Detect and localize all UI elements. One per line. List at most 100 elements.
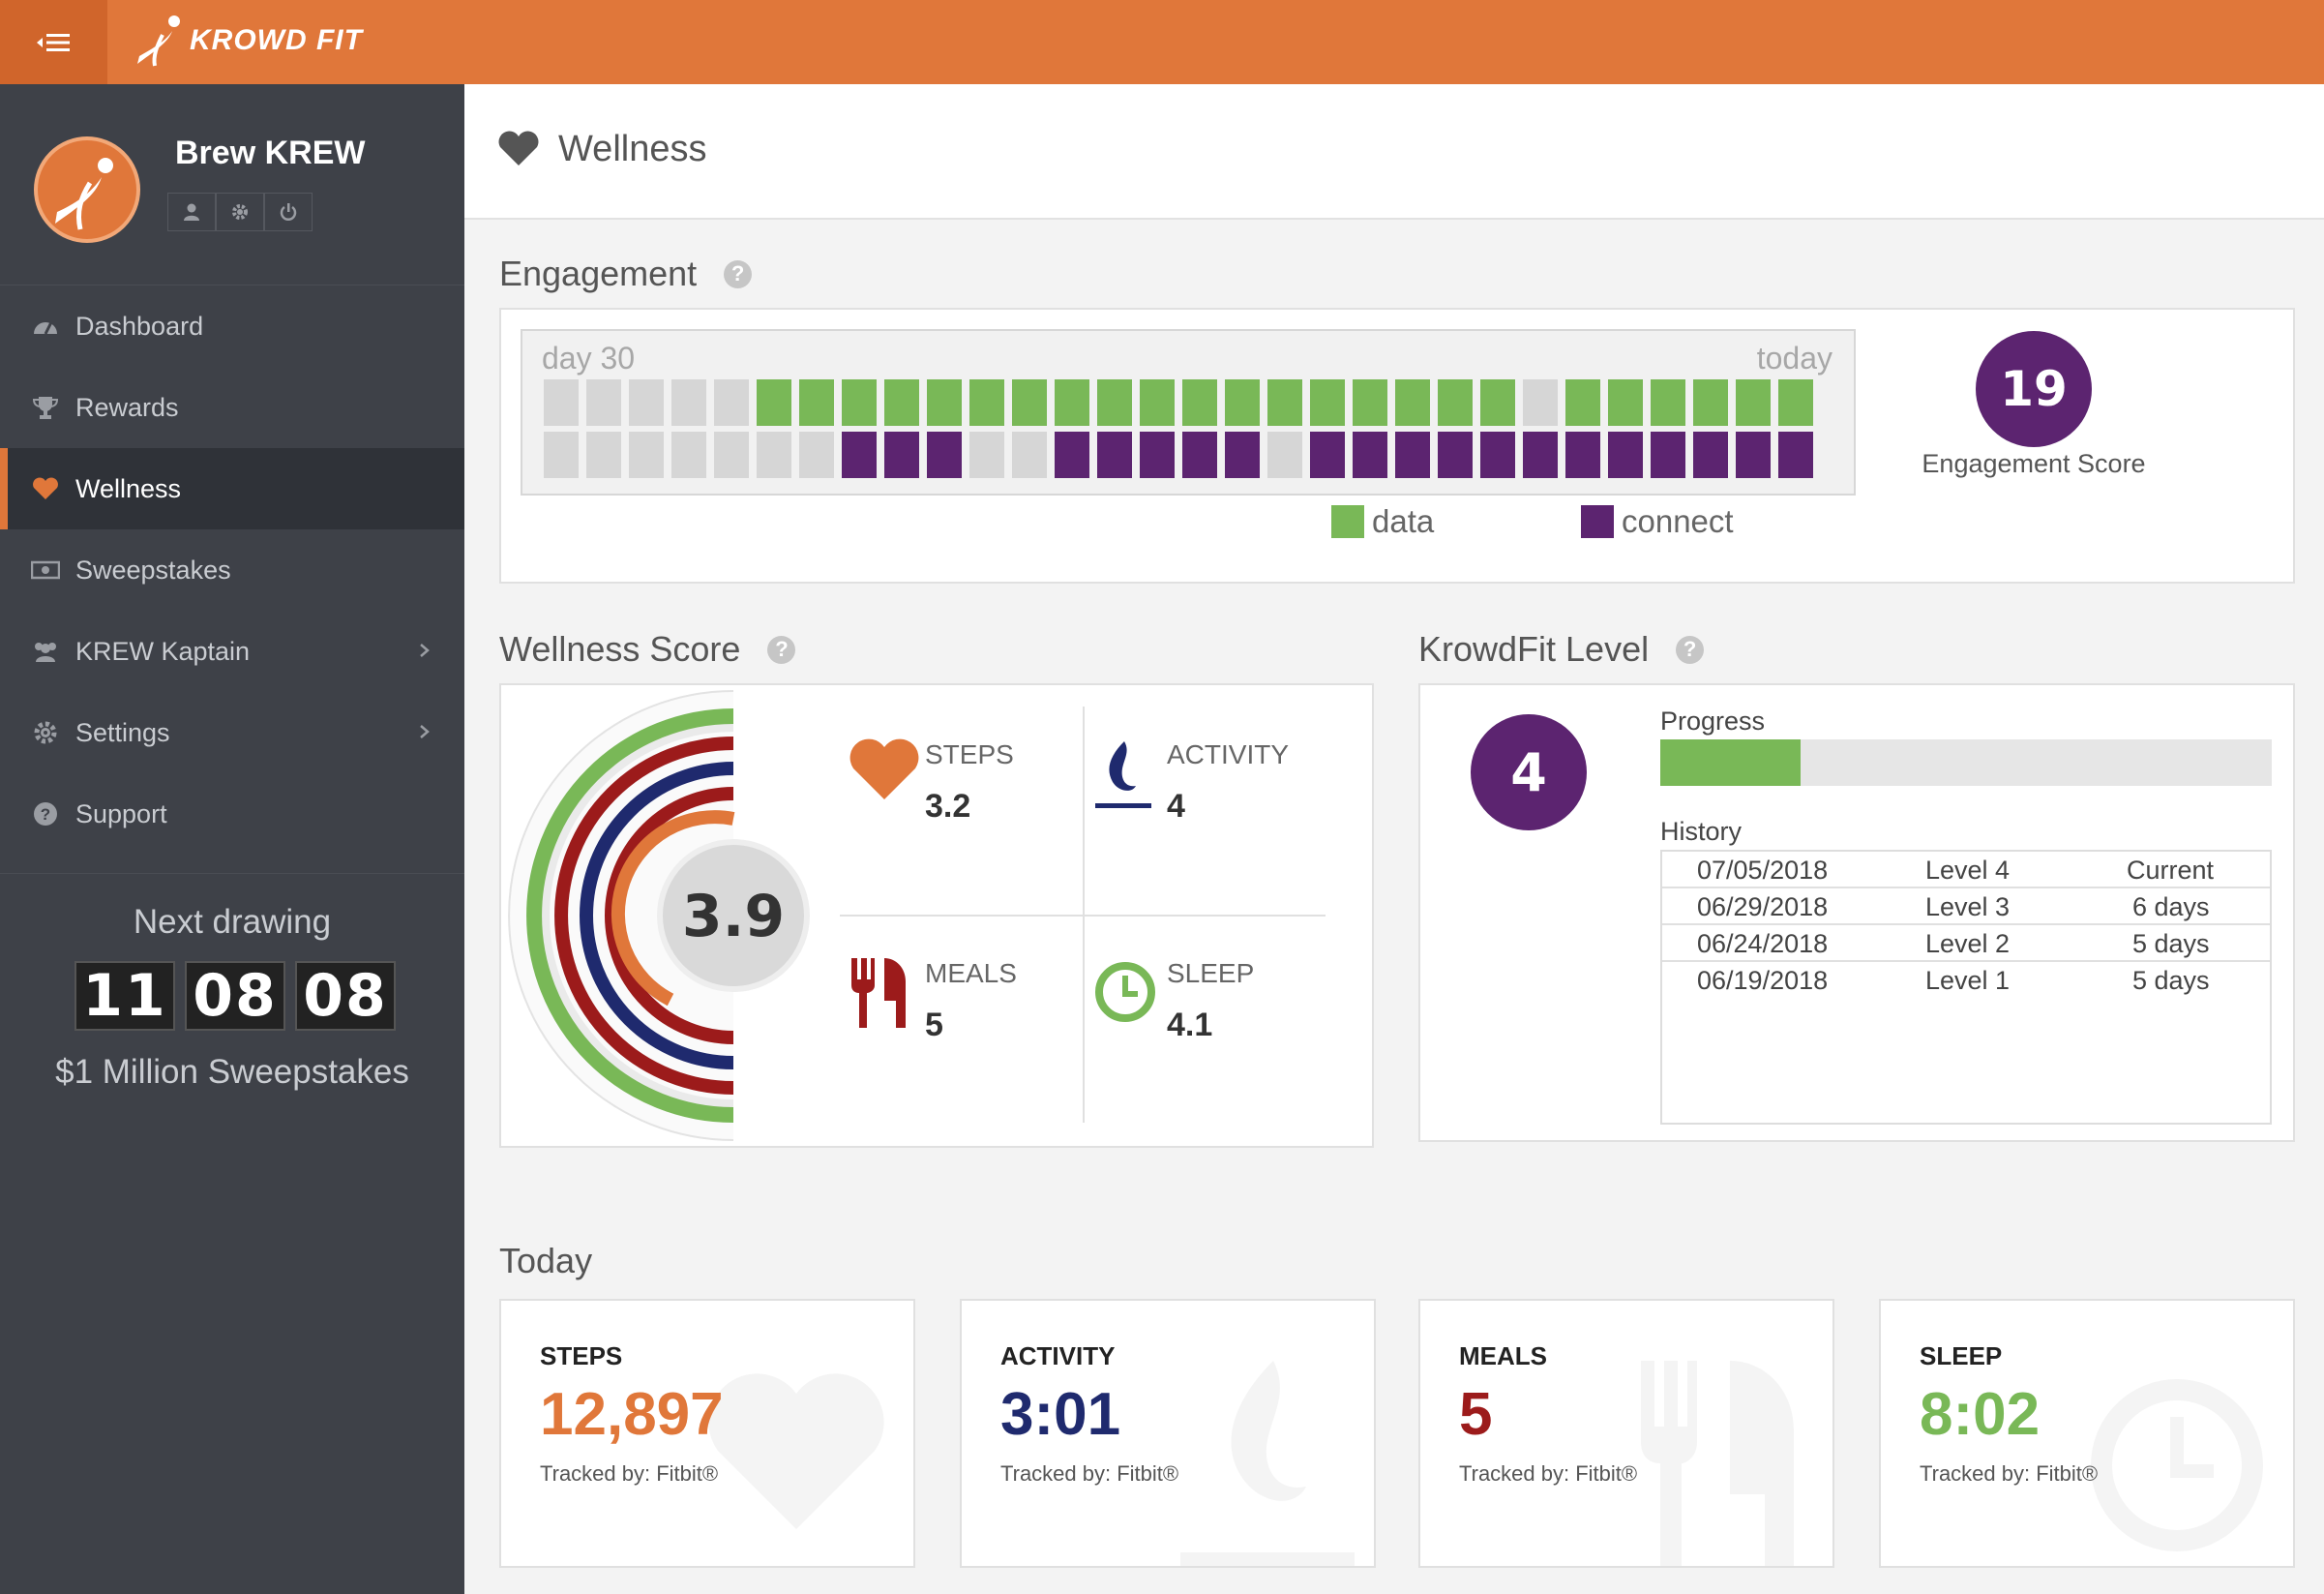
menu-toggle-icon: [36, 33, 70, 51]
engagement-title: Engagement: [499, 254, 698, 293]
sidebar: Brew KREW Dashboard Rewards Wellness: [0, 84, 464, 1594]
data-day-cell: [1736, 379, 1771, 426]
data-day-cell: [884, 379, 919, 426]
data-day-cell: [1395, 379, 1430, 426]
settings-button[interactable]: [216, 193, 264, 231]
sidebar-nav: Dashboard Rewards Wellness Sweepstakes K…: [0, 286, 464, 855]
flame-icon: [1091, 739, 1155, 818]
heart-icon: [708, 1373, 884, 1529]
page-title: Wellness: [558, 129, 707, 169]
history-duration: 5 days: [2132, 929, 2210, 958]
legend-connect-swatch: [1581, 505, 1614, 538]
connect-day-cell: [1565, 432, 1600, 478]
profile-button[interactable]: [167, 193, 216, 231]
today-section-title: Today: [499, 1241, 592, 1281]
steps-ring: [526, 708, 734, 1123]
table-row: 07/05/2018 Level 4 Current: [1662, 852, 2270, 888]
data-day-cell: [969, 379, 1004, 426]
flame-icon: [1180, 1361, 1355, 1566]
meals-ring: [554, 737, 734, 1095]
history-label: History: [1660, 817, 1743, 846]
today-activity-value: 3:01: [1000, 1381, 1121, 1448]
history-date: 06/19/2018: [1697, 966, 1829, 995]
sidebar-item-support[interactable]: ? Support: [0, 773, 464, 855]
activity-label: ACTIVITY: [1167, 739, 1290, 769]
data-day-cell: [1140, 379, 1175, 426]
help-icon[interactable]: ?: [1676, 635, 1705, 664]
history-level: Level 2: [1925, 929, 2011, 958]
history-level: Level 4: [1925, 856, 2011, 885]
activity-score: 4: [1167, 788, 1185, 825]
sidebar-item-label: Wellness: [75, 473, 182, 503]
steps-label: STEPS: [925, 739, 1014, 769]
connect-day-cell: [1608, 432, 1643, 478]
wellness-score-panel: 3.9 STEPS 3.2 ACTIVITY 4 MEALS 5 SLEEP 4…: [499, 683, 1374, 1148]
engagement-start-label: day 30: [542, 341, 636, 376]
level-progress-fill: [1660, 739, 1802, 786]
user-icon: [184, 203, 199, 221]
avatar[interactable]: [34, 136, 140, 243]
connect-day-cell: [1523, 432, 1558, 478]
sidebar-item-label: Rewards: [75, 392, 179, 422]
legend-data: data: [1331, 503, 1434, 540]
engagement-section-title: Engagement ?: [499, 254, 753, 294]
data-day-cell: [1565, 379, 1600, 426]
connect-day-cell: [1736, 432, 1771, 478]
data-day-cell: [1182, 379, 1217, 426]
meals-score: 5: [925, 1007, 943, 1043]
data-day-cell: [671, 379, 706, 426]
sidebar-item-sweepstakes[interactable]: Sweepstakes: [0, 529, 464, 611]
legend-connect: connect: [1581, 503, 1734, 540]
sidebar-item-label: Settings: [75, 717, 170, 747]
data-day-cell: [1693, 379, 1728, 426]
today-card-sleep: SLEEP 8:02 Tracked by: Fitbit®: [1879, 1299, 2295, 1568]
table-row: 06/24/2018 Level 2 5 days: [1662, 925, 2270, 962]
steps-ring-bg: [538, 720, 734, 1111]
help-icon[interactable]: ?: [724, 259, 753, 288]
wellness-rings-chart: [508, 690, 1326, 1141]
sleep-label: SLEEP: [1167, 958, 1255, 988]
connect-day-cell: [1097, 432, 1132, 478]
connect-day-cell: [1055, 432, 1089, 478]
connect-day-cell: [1310, 432, 1345, 478]
clock-icon: [2091, 1379, 2263, 1551]
today-meals-value: 5: [1459, 1381, 1493, 1448]
legend-connect-label: connect: [1622, 503, 1734, 539]
sidebar-item-dashboard[interactable]: Dashboard: [0, 286, 464, 367]
history-duration: 5 days: [2132, 966, 2210, 995]
profile-actions: [167, 193, 313, 231]
logout-button[interactable]: [264, 193, 313, 231]
connect-day-cell: [671, 432, 706, 478]
legend-data-label: data: [1372, 503, 1435, 539]
legend-data-swatch: [1331, 505, 1364, 538]
brand-logo[interactable]: KROWD FIT: [134, 12, 363, 70]
level-panel: 4 Progress History 07/05/2018 Level 4 Cu…: [1418, 683, 2295, 1142]
today-sleep-tracker: Tracked by: Fitbit®: [1920, 1461, 2099, 1486]
center-ring: [611, 810, 735, 1007]
activity-ring: [580, 762, 734, 1069]
help-icon[interactable]: ?: [767, 635, 796, 664]
sidebar-item-settings[interactable]: Settings: [0, 692, 464, 773]
wellness-score-section-title: Wellness Score ?: [499, 629, 796, 670]
connect-day-cell: [799, 432, 834, 478]
connect-day-cell: [1225, 432, 1260, 478]
power-icon: [280, 203, 297, 221]
sidebar-item-rewards[interactable]: Rewards: [0, 367, 464, 448]
connect-day-cell: [1651, 432, 1685, 478]
connect-day-cell: [884, 432, 919, 478]
utensils-icon: [1641, 1361, 1794, 1566]
connect-day-cell: [927, 432, 962, 478]
connect-day-cell: [714, 432, 749, 478]
today-activity-title: ACTIVITY: [1000, 1341, 1116, 1370]
sidebar-item-krew-kaptain[interactable]: KREW Kaptain: [0, 611, 464, 692]
data-day-cell: [1438, 379, 1473, 426]
history-date: 06/24/2018: [1697, 929, 1829, 958]
level-badge: 4: [1471, 714, 1587, 830]
wellness-score-value: 3.9: [681, 883, 786, 950]
history-level: Level 1: [1925, 966, 2011, 995]
sidebar-item-wellness[interactable]: Wellness: [0, 448, 464, 529]
data-day-cell: [799, 379, 834, 426]
sidebar-toggle-button[interactable]: [0, 0, 107, 84]
today-steps-value: 12,897: [540, 1381, 724, 1448]
connect-day-cell: [842, 432, 877, 478]
